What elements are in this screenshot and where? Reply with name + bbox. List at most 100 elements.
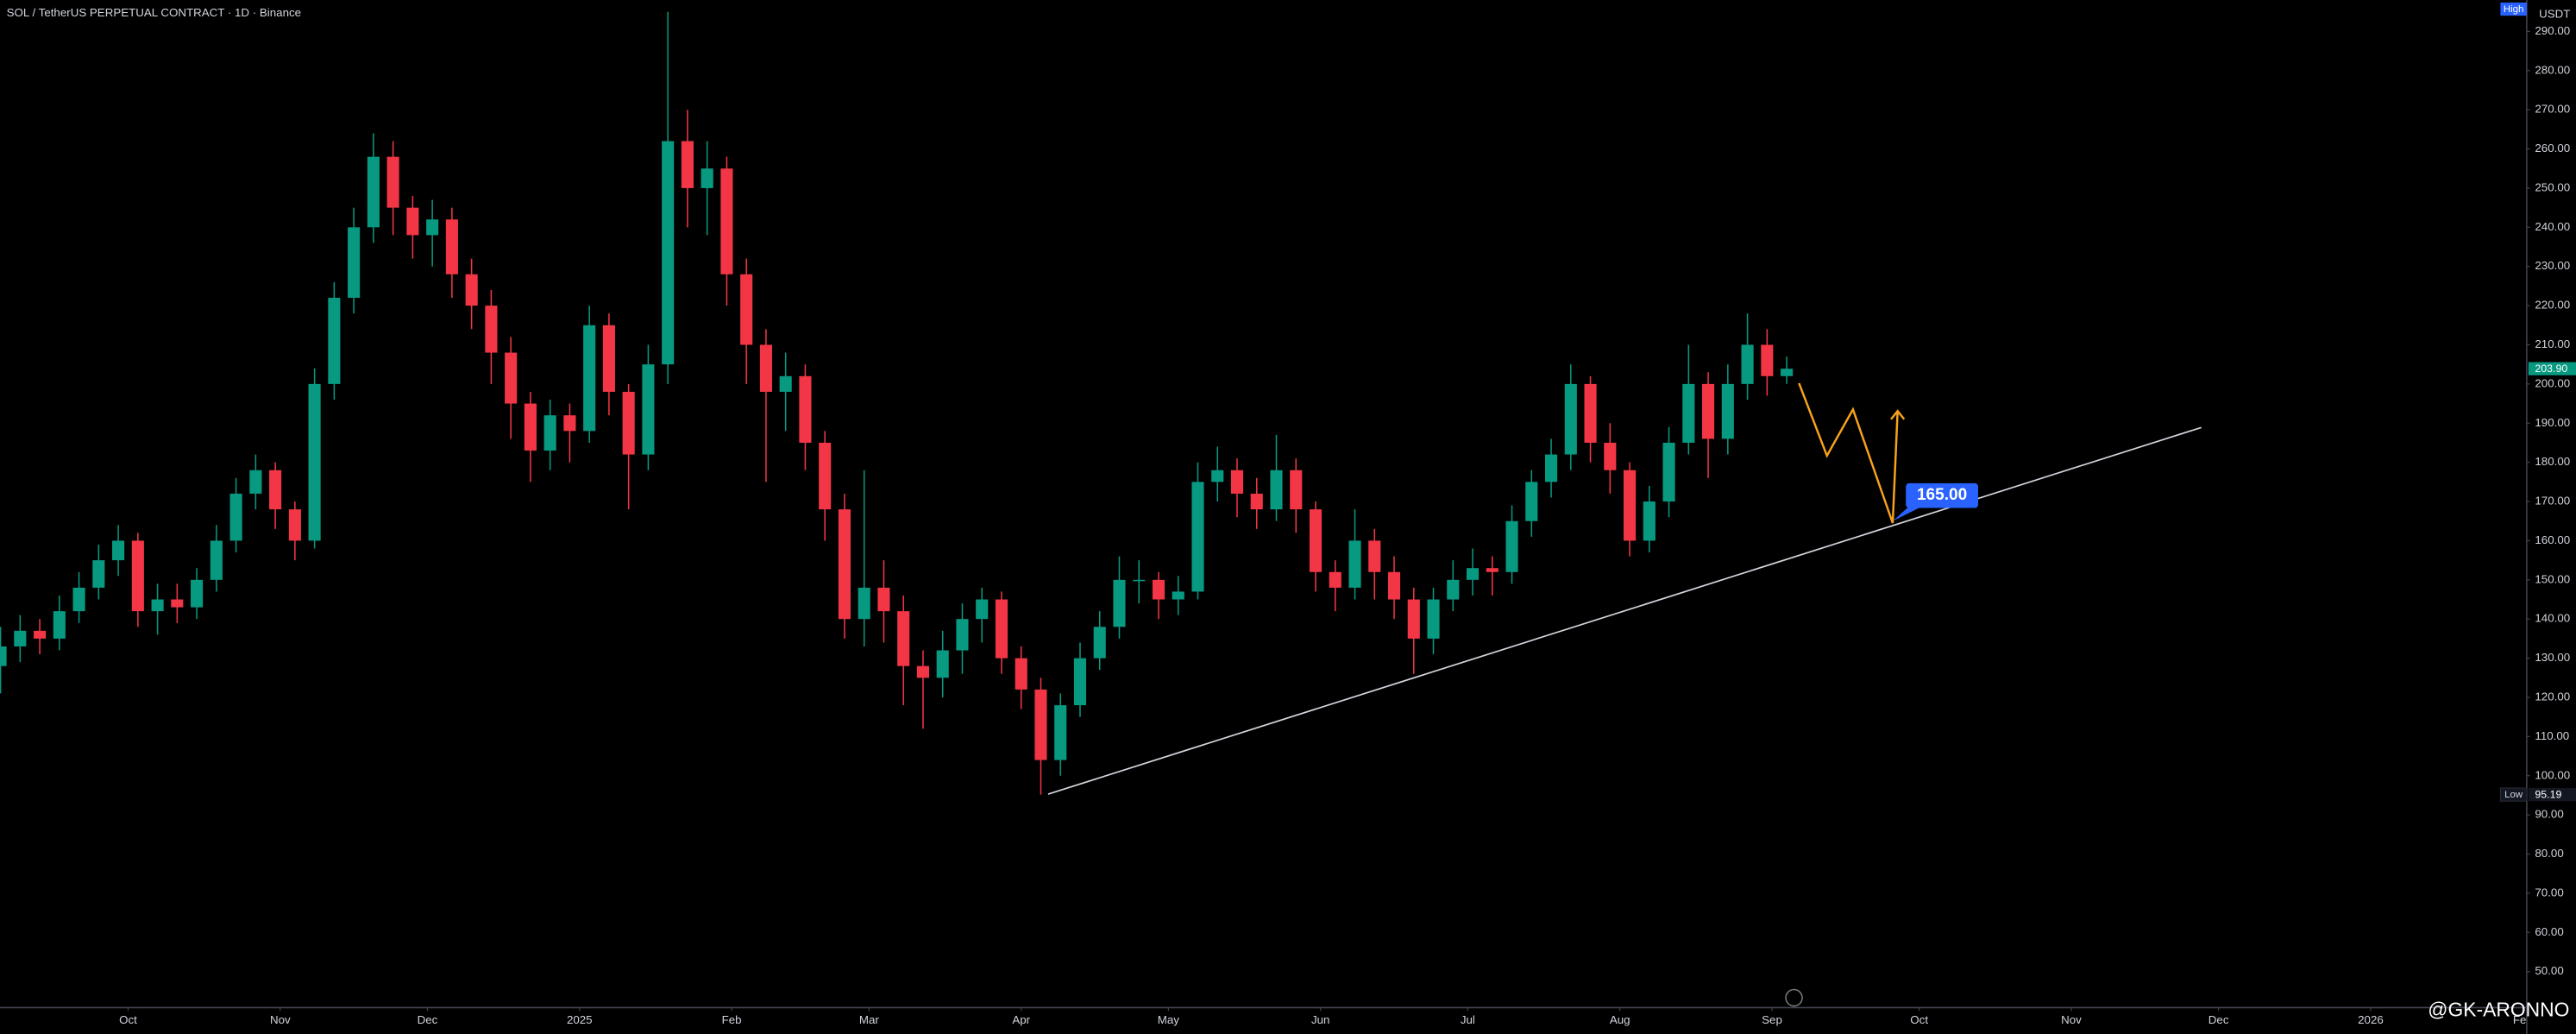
candle-body (1564, 383, 1577, 455)
candle-body (583, 325, 596, 432)
candle-body (1682, 383, 1695, 443)
candle-body (1525, 482, 1538, 521)
target-pointer (1892, 506, 1923, 521)
y-tick-label: 290.00 (2535, 24, 2570, 37)
candle-body (1015, 658, 1027, 690)
candle-body (1781, 369, 1794, 376)
candle-body (386, 156, 399, 208)
last-price: 203.90 (2535, 363, 2567, 375)
candle-body (1290, 470, 1303, 510)
low-value-box (2528, 787, 2576, 802)
candle-body (799, 375, 812, 443)
candle-body (14, 630, 27, 646)
projection-path (1798, 382, 1899, 524)
y-tick-label: 120.00 (2535, 690, 2570, 703)
low-tag: Low (2504, 790, 2523, 800)
y-tick-label: 90.00 (2535, 808, 2563, 821)
y-tick-label: 210.00 (2535, 337, 2570, 350)
candle-body (1761, 344, 1774, 376)
candle-body (406, 207, 419, 236)
x-tick-label: Dec (2208, 1013, 2229, 1026)
candle-body (642, 364, 655, 455)
replay-icon[interactable] (1785, 988, 1803, 1007)
candle-body (1662, 442, 1675, 502)
y-tick-label: 100.00 (2535, 768, 2570, 781)
candle-body (622, 391, 635, 455)
y-tick-label: 140.00 (2535, 612, 2570, 625)
candle-body (1505, 520, 1518, 572)
candle-body (1643, 501, 1656, 541)
candle-body (112, 540, 125, 561)
candle-body (1447, 579, 1460, 600)
candle-body (367, 156, 380, 228)
candle-body (0, 646, 7, 666)
y-tick-label: 80.00 (2535, 847, 2563, 860)
candle-body (92, 560, 105, 588)
candle-body (1348, 540, 1361, 588)
watermark: @GK-ARONNO (2428, 998, 2569, 1020)
candle-body (1172, 591, 1184, 600)
candle-body (662, 141, 675, 365)
candle-body (1054, 705, 1067, 760)
candle-body (1270, 470, 1283, 510)
x-tick-label: Jun (1311, 1013, 1330, 1026)
candle-body (1584, 383, 1597, 443)
candle-body (72, 587, 85, 612)
y-tick-label: 180.00 (2535, 455, 2570, 468)
candle-body (858, 587, 870, 620)
y-tick-label: 200.00 (2535, 376, 2570, 389)
candle-body (1191, 482, 1204, 592)
x-tick-label: Nov (270, 1013, 291, 1026)
candle-body (34, 630, 47, 639)
candle-body (563, 415, 576, 432)
candle-body (1368, 540, 1381, 572)
candle-body (897, 611, 910, 666)
candle-body (1093, 627, 1106, 659)
y-tick-label: 250.00 (2535, 180, 2570, 193)
target-label: 165.00 (1917, 486, 1967, 504)
candle-body (131, 540, 144, 612)
candle-body (288, 509, 301, 541)
y-tick-label: 220.00 (2535, 299, 2570, 312)
candle-body (1387, 571, 1401, 600)
y-axis-bg (2526, 0, 2576, 1034)
plot-area: 165.00 (0, 11, 2202, 795)
candle-body (1073, 658, 1087, 706)
candle-body (819, 442, 832, 510)
candle-body (681, 141, 694, 188)
candle-body (1407, 599, 1420, 639)
y-tick-label: 260.00 (2535, 142, 2570, 154)
candle-body (602, 325, 615, 392)
y-tick-label: 230.00 (2535, 259, 2570, 272)
low-tag-box (2499, 787, 2528, 802)
y-tick-label: 270.00 (2535, 103, 2570, 116)
candle-body (1152, 579, 1165, 600)
candle-body (877, 587, 890, 612)
last-price-box (2528, 362, 2576, 375)
candle-body (53, 611, 66, 639)
x-tick-label: Apr (1012, 1013, 1030, 1026)
candle-body (1544, 454, 1558, 482)
candle-body (976, 599, 989, 620)
x-tick-label: May (1158, 1013, 1180, 1026)
projection-arrowhead (1890, 409, 1906, 420)
candle-body (916, 665, 930, 678)
candle-body (1604, 442, 1617, 470)
candle-body (485, 306, 498, 353)
y-unit: USDT (2539, 8, 2570, 21)
target-box (1906, 482, 1978, 508)
y-tick-label: 70.00 (2535, 886, 2563, 898)
x-tick-label: Oct (1910, 1013, 1928, 1026)
candle-body (1466, 568, 1480, 580)
candle-body (249, 470, 262, 494)
x-tick-label: Mar (859, 1013, 880, 1026)
x-tick-label: Aug (1610, 1013, 1630, 1026)
candle-body (543, 415, 556, 451)
high-tag: High (2504, 4, 2523, 15)
candle-body (426, 219, 439, 236)
candle-body (1250, 493, 1263, 510)
y-tick-label: 60.00 (2535, 925, 2563, 938)
